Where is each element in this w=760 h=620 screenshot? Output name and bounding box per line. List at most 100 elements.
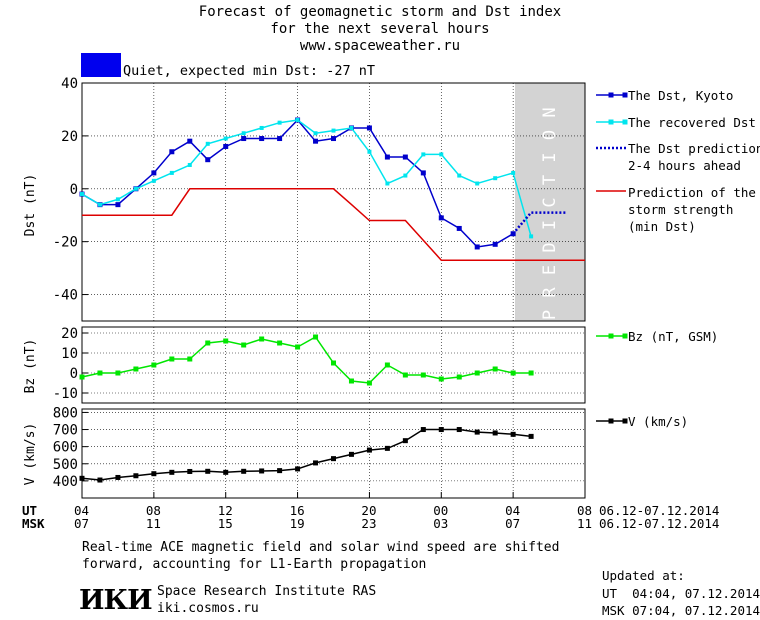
data-point	[133, 473, 139, 479]
legend-v: V (km/s)	[628, 414, 689, 429]
data-point	[259, 336, 265, 342]
legend-prediction-2: 2-4 hours ahead	[628, 158, 741, 173]
data-point	[133, 186, 138, 191]
ut-tick-label: 12	[217, 503, 233, 518]
data-point	[241, 136, 247, 142]
legend-recovered: The recovered Dst	[628, 115, 756, 130]
msk-tick-label: 07	[74, 516, 90, 531]
data-point	[456, 374, 462, 380]
msk-tick-label: 03	[433, 516, 449, 531]
ut-tick-label: 16	[289, 503, 305, 518]
footnote-line-1: Real-time ACE magnetic field and solar w…	[82, 540, 560, 555]
msk-tick-label: 11	[145, 516, 161, 531]
data-point	[79, 475, 85, 481]
data-point	[420, 170, 426, 176]
dst-ylabel: Dst (nT)	[23, 174, 38, 237]
data-point	[492, 241, 498, 247]
series-line	[81, 119, 532, 237]
ytick-label: 0	[70, 182, 78, 198]
data-point	[313, 460, 319, 466]
data-point	[115, 197, 120, 202]
data-point	[115, 202, 121, 208]
msk-date-range: 06.12-07.12.2014	[599, 516, 720, 531]
institute-name: Space Research Institute RAS	[157, 584, 377, 599]
data-point	[492, 366, 498, 372]
data-point	[403, 173, 408, 178]
ut-tick-label: 04	[74, 503, 90, 518]
data-point	[349, 125, 354, 130]
ytick-label: -20	[53, 235, 78, 251]
ytick-label: 20	[61, 129, 78, 145]
chart-subtitle: for the next several hours	[270, 21, 490, 37]
data-point	[205, 141, 210, 146]
ytick-label: 0	[70, 366, 78, 382]
data-point	[97, 202, 102, 207]
prediction-letter: P	[540, 310, 560, 320]
legend-prediction-1: The Dst prediction	[628, 141, 760, 156]
data-point	[528, 433, 534, 439]
data-point	[402, 438, 408, 444]
ytick-label: 10	[61, 346, 78, 362]
series-line	[82, 188, 585, 261]
data-point	[277, 340, 283, 346]
data-point	[205, 157, 211, 163]
data-point	[510, 370, 516, 376]
data-point	[438, 215, 444, 221]
data-point	[259, 468, 265, 474]
data-point	[295, 466, 301, 472]
bz-ylabel: Bz (nT)	[23, 339, 38, 394]
series-line	[81, 428, 532, 481]
institute-site[interactable]: iki.cosmos.ru	[157, 601, 259, 616]
data-point	[384, 362, 390, 368]
data-point	[313, 131, 318, 136]
prediction-letter: C	[540, 197, 560, 207]
chart-title: Forecast of geomagnetic storm and Dst in…	[198, 4, 562, 20]
data-point	[474, 429, 480, 435]
data-point	[241, 468, 247, 474]
series-line	[512, 211, 567, 235]
data-point	[151, 170, 157, 176]
data-point	[348, 451, 354, 457]
status-swatch	[81, 53, 121, 77]
data-point	[366, 125, 372, 131]
data-point	[475, 181, 480, 186]
ut-tick-label: 08	[577, 503, 593, 518]
msk-tick-label: 19	[289, 516, 305, 531]
data-point	[259, 136, 265, 142]
data-point	[151, 471, 157, 477]
data-point	[420, 427, 426, 433]
data-point	[367, 149, 372, 154]
data-point	[223, 338, 229, 344]
data-point	[493, 176, 498, 181]
data-point	[169, 170, 174, 175]
data-point	[438, 427, 444, 433]
data-point	[169, 469, 175, 475]
data-point	[348, 378, 354, 384]
data-point	[133, 366, 139, 372]
ut-tick-label: 00	[433, 503, 449, 518]
prediction-letter: D	[540, 242, 560, 252]
data-point	[456, 427, 462, 433]
prediction-letter: I	[540, 220, 560, 230]
prediction-letter: O	[540, 130, 560, 140]
data-point	[79, 374, 85, 380]
ut-tick-label: 20	[361, 503, 377, 518]
data-point	[187, 162, 192, 167]
data-point	[115, 474, 121, 480]
msk-tick-label: 11	[577, 516, 593, 531]
data-point	[402, 154, 408, 160]
iki-logo: ИКИ	[79, 585, 153, 616]
data-point	[456, 225, 462, 231]
data-point	[97, 370, 103, 376]
data-point	[277, 136, 283, 142]
data-point	[385, 181, 390, 186]
data-point	[259, 125, 264, 130]
data-point	[511, 170, 516, 175]
data-point	[474, 244, 480, 250]
msk-tick-label: 07	[505, 516, 521, 531]
data-point	[295, 118, 300, 123]
legend-swatches	[596, 92, 628, 424]
data-point	[205, 468, 211, 474]
data-point	[331, 360, 336, 366]
